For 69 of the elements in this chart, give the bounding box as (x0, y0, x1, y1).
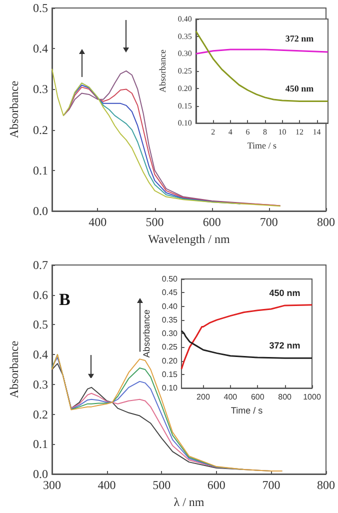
y-tick-label: 0.6 (33, 288, 48, 302)
y-tick-label: 0.0 (33, 467, 48, 481)
line-series (180, 304, 313, 370)
y-tick-label: 0.10 (178, 118, 192, 128)
y-tick-label: 0.25 (162, 342, 178, 352)
x-tick-label: 500 (146, 215, 164, 229)
y-tick-label: 0.1 (33, 437, 48, 452)
y-tick-label: 0.35 (178, 32, 192, 41)
x-tick-label: 400 (88, 215, 107, 229)
line-series (195, 30, 329, 102)
y-tick-label: 0.3 (33, 377, 48, 392)
y-tick-label: 0.45 (162, 288, 178, 298)
y-tick-label: 0.10 (162, 384, 178, 393)
y-tick-label: 0.5 (33, 1, 48, 15)
y-tick-label: 0.4 (33, 348, 48, 362)
x-tick-label: 600 (207, 478, 226, 492)
y-tick-label: 0.4 (33, 42, 48, 56)
x-tick-label: 200 (196, 392, 210, 402)
x-axis-title: Time / s (230, 406, 264, 416)
y-tick-label: 0.40 (162, 302, 178, 311)
series-label: 450 nm (269, 288, 300, 298)
x-tick-label: 2 (211, 128, 216, 137)
series-label: 450 nm (285, 84, 314, 94)
y-tick-label: 0.35 (162, 315, 178, 324)
y-tick-label: 0.2 (33, 407, 48, 422)
y-tick-label: 0.25 (178, 66, 192, 76)
x-tick-label: 400 (224, 392, 238, 402)
y-tick-label: 0.15 (178, 101, 192, 110)
y-tick-label: 0.2 (33, 122, 48, 137)
y-tick-label: 0.7 (33, 258, 48, 272)
x-tick-label: 600 (250, 392, 265, 402)
x-tick-label: 300 (43, 478, 61, 492)
y-axis-title: Absorbance (7, 80, 21, 138)
y-tick-label: 0.0 (33, 204, 48, 218)
y-tick-label: 0.1 (33, 163, 48, 178)
x-tick-label: 400 (98, 478, 116, 492)
y-tick-label: 0.30 (178, 49, 192, 58)
y-tick-label: 0.20 (178, 84, 192, 93)
y-axis-title: Absorbance (7, 340, 21, 398)
x-tick-label: 800 (278, 392, 292, 402)
x-tick-label: 500 (152, 478, 171, 492)
x-axis-title: Wavelength / nm (148, 232, 230, 246)
y-axis-title: Absorbance (158, 50, 168, 93)
x-tick-label: 800 (317, 478, 335, 492)
x-tick-label: 6 (246, 128, 250, 137)
x-tick-label: 8 (262, 128, 267, 137)
x-tick-label: 700 (262, 478, 280, 492)
y-tick-label: 0.40 (178, 14, 192, 24)
y-tick-label: 0.50 (162, 274, 178, 284)
y-axis-title: Absorbance (142, 310, 152, 358)
x-tick-label: 14 (312, 128, 321, 137)
line-series (180, 330, 313, 359)
y-tick-label: 0.15 (162, 370, 178, 379)
y-tick-label: 0.30 (162, 329, 178, 338)
x-tick-label: 10 (278, 128, 286, 137)
series-label: 372 nm (269, 340, 300, 351)
x-tick-label: 700 (260, 215, 278, 229)
x-tick-label: 12 (296, 128, 304, 137)
annotation: B (59, 290, 70, 309)
x-tick-label: 4 (228, 128, 232, 137)
y-tick-label: 0.20 (162, 356, 178, 366)
x-tick-label: 800 (317, 215, 335, 229)
x-tick-label: 1000 (303, 392, 322, 402)
x-axis-title: Time / s (247, 140, 278, 150)
y-tick-label: 0.5 (33, 318, 48, 332)
y-tick-label: 0.3 (33, 82, 48, 96)
series-label: 372 nm (285, 33, 314, 44)
x-tick-label: 600 (202, 215, 221, 229)
x-axis-title: λ / nm (174, 495, 205, 509)
